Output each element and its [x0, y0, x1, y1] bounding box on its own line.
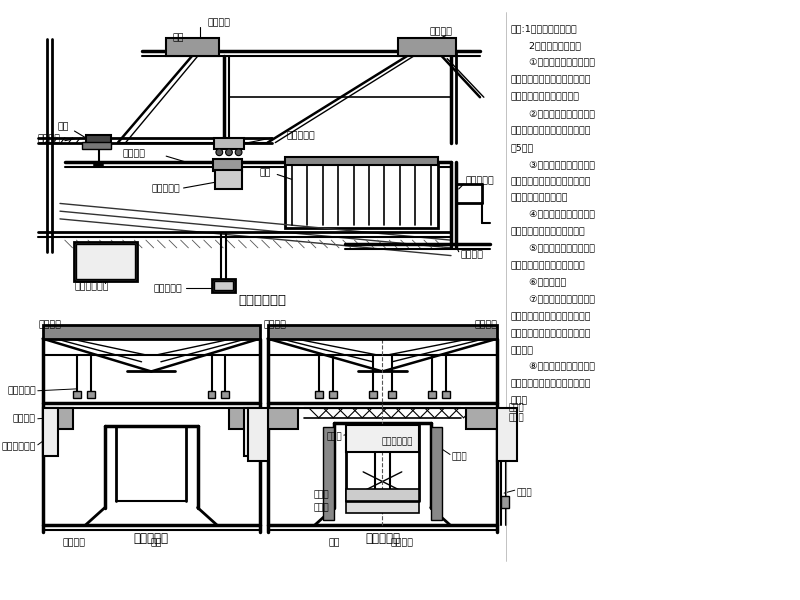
- Text: ⑧安装底篮后锚杆、外模: ⑧安装底篮后锚杆、外模: [511, 363, 595, 372]
- Text: 主桁: 主桁: [173, 33, 185, 42]
- Text: ①脱模，用千斤顶顶起挂: ①脱模，用千斤顶顶起挂: [511, 59, 595, 68]
- Text: 换，将上拔力转给后锚小车，做: 换，将上拔力转给后锚小车，做: [511, 177, 591, 186]
- Text: 前横断面图: 前横断面图: [134, 532, 169, 545]
- Text: 千斤顶卸架: 千斤顶卸架: [152, 184, 181, 193]
- Text: 位后进行轨道锚固工作。至少锚: 位后进行轨道锚固工作。至少锚: [511, 126, 591, 135]
- Bar: [214, 281, 233, 290]
- Text: 行走轨道: 行走轨道: [38, 134, 61, 143]
- Bar: [267, 408, 298, 430]
- Circle shape: [235, 149, 242, 155]
- Circle shape: [226, 149, 232, 155]
- Text: 底模板: 底模板: [314, 503, 330, 512]
- Text: 后锚杆: 后锚杆: [326, 433, 342, 442]
- Text: 前下横梁: 前下横梁: [461, 250, 484, 259]
- Bar: [466, 408, 498, 430]
- Text: 杆，用滑梁吊架将滑梁吊住。: 杆，用滑梁吊架将滑梁吊住。: [511, 262, 586, 271]
- Text: 前张拉平台: 前张拉平台: [466, 177, 494, 186]
- Bar: [346, 502, 419, 514]
- Text: 侧向工作平台: 侧向工作平台: [2, 442, 36, 451]
- Text: 外模前吊杆: 外模前吊杆: [7, 386, 36, 395]
- Text: ⑤拆除内、外模滑梁后锚: ⑤拆除内、外模滑梁后锚: [511, 244, 595, 253]
- Bar: [398, 38, 456, 56]
- Text: 支点及滑船: 支点及滑船: [287, 131, 316, 140]
- Bar: [267, 325, 498, 338]
- Text: 换，将上拔力由锚固小车转换给: 换，将上拔力由锚固小车转换给: [511, 329, 591, 338]
- Text: 外模滑梁: 外模滑梁: [13, 414, 36, 423]
- Text: 前上横梁: 前上横梁: [430, 27, 453, 36]
- Bar: [430, 427, 442, 520]
- Text: 外侧模: 外侧模: [452, 452, 468, 461]
- Text: 纵梁: 纵梁: [329, 538, 340, 547]
- Bar: [442, 391, 450, 398]
- Text: 后横梁吊杆: 后横梁吊杆: [154, 284, 182, 293]
- Circle shape: [216, 149, 222, 155]
- Bar: [166, 38, 219, 56]
- Bar: [388, 391, 396, 398]
- Bar: [346, 489, 419, 501]
- Bar: [322, 427, 334, 520]
- Bar: [208, 391, 215, 398]
- Text: 后下横梁: 后下横梁: [390, 538, 414, 547]
- Text: 篮前支点，以减小挂篮对轨道的: 篮前支点，以减小挂篮对轨道的: [511, 76, 591, 85]
- Text: 挂蓝纵断面图: 挂蓝纵断面图: [238, 293, 286, 307]
- Text: 固5处。: 固5处。: [511, 143, 534, 152]
- Text: 篮后结点利用千斤顶进行锚固转: 篮后结点利用千斤顶进行锚固转: [511, 312, 591, 321]
- Bar: [74, 391, 82, 398]
- Bar: [346, 425, 419, 452]
- Bar: [369, 391, 377, 398]
- Bar: [214, 138, 244, 149]
- Text: 前下横梁: 前下横梁: [63, 538, 86, 547]
- Text: 前上横梁: 前上横梁: [264, 320, 286, 329]
- Text: 说明:1、本图比例示意。: 说明:1、本图比例示意。: [511, 25, 578, 34]
- Bar: [330, 391, 337, 398]
- Bar: [498, 408, 517, 461]
- Text: 后上横梁: 后上横梁: [208, 19, 230, 28]
- Text: ②轨道前移，轨道前移到: ②轨道前移，轨道前移到: [511, 109, 595, 118]
- Bar: [428, 391, 435, 398]
- Text: 后横断面图: 后横断面图: [365, 532, 400, 545]
- Text: 后锚杆。: 后锚杆。: [511, 346, 534, 355]
- Bar: [285, 157, 438, 165]
- Text: 后锚杆和内模后锚杆，调整内外: 后锚杆和内模后锚杆，调整内外: [511, 380, 591, 389]
- Bar: [285, 162, 438, 227]
- Text: ③挂篮后结点进行锚固转: ③挂篮后结点进行锚固转: [511, 160, 595, 169]
- Text: 纵梁: 纵梁: [150, 538, 162, 547]
- Bar: [76, 244, 135, 279]
- Text: ⑦挂篮前移到位后，在挂: ⑦挂篮前移到位后，在挂: [511, 295, 595, 304]
- Text: 移动工作平台: 移动工作平台: [382, 437, 413, 446]
- Bar: [82, 142, 111, 149]
- Text: 好挂篮前移准备工作。: 好挂篮前移准备工作。: [511, 194, 568, 203]
- Text: 滑梁。: 滑梁。: [511, 397, 528, 406]
- Bar: [86, 135, 111, 145]
- Text: 侧向工
作平台: 侧向工 作平台: [509, 403, 525, 422]
- Text: 后锚: 后锚: [57, 122, 69, 131]
- Text: 外模滑梁: 外模滑梁: [123, 150, 146, 159]
- Bar: [215, 170, 242, 189]
- Text: 此时底篮后端仅用吊带悬吊。: 此时底篮后端仅用吊带悬吊。: [511, 227, 586, 236]
- Bar: [502, 496, 509, 508]
- Bar: [213, 159, 242, 170]
- Bar: [229, 408, 260, 430]
- Bar: [87, 391, 94, 398]
- Bar: [42, 408, 58, 457]
- Bar: [315, 391, 322, 398]
- Text: 2、挂蓝操作步骤：: 2、挂蓝操作步骤：: [511, 42, 581, 51]
- Bar: [248, 408, 267, 461]
- Bar: [211, 279, 234, 292]
- Text: 后吊杆: 后吊杆: [517, 488, 533, 497]
- Text: 后上横梁: 后上横梁: [474, 320, 498, 329]
- Text: ④拆除挂篮底板后锚杆，: ④拆除挂篮底板后锚杆，: [511, 211, 595, 220]
- Bar: [74, 242, 138, 281]
- Bar: [244, 408, 260, 457]
- Bar: [42, 325, 260, 338]
- Text: 后端工作平台: 后端工作平台: [74, 282, 109, 291]
- Text: 压力，解除轨道锚固装置。: 压力，解除轨道锚固装置。: [511, 92, 580, 101]
- Text: 前上横梁: 前上横梁: [38, 320, 62, 329]
- Text: ⑥挂蓝前移。: ⑥挂蓝前移。: [511, 278, 566, 287]
- Bar: [42, 408, 74, 430]
- Text: 压模板: 压模板: [314, 491, 330, 500]
- Bar: [222, 391, 229, 398]
- Text: 外模: 外模: [260, 168, 271, 177]
